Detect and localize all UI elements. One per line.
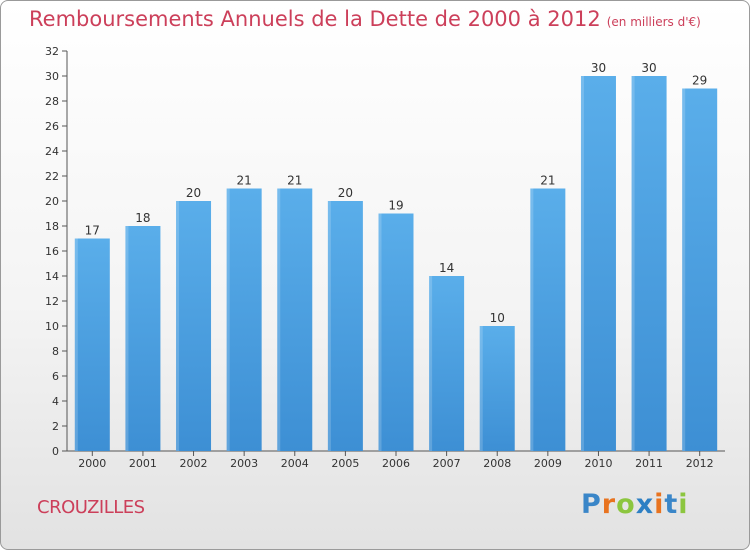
data-label: 20 <box>338 186 353 200</box>
y-tick-label: 12 <box>45 295 59 308</box>
bar-2001 <box>125 226 161 451</box>
data-label: 21 <box>287 174 302 188</box>
brand-letter: i <box>654 489 665 520</box>
y-tick-label: 26 <box>45 120 59 133</box>
labels: 0246810121416182022242628303220001720011… <box>45 45 714 470</box>
brand-letter: r <box>601 489 617 520</box>
commune-name: CROUZILLES <box>37 497 145 518</box>
bar-2012 <box>682 88 718 451</box>
chart-subtitle: (en milliers d'€) <box>606 15 701 29</box>
y-tick-label: 18 <box>45 220 59 233</box>
chart-title-text: Remboursements Annuels de la Dette de 20… <box>29 7 601 31</box>
data-label: 30 <box>641 61 656 75</box>
brand-letter: o <box>616 489 636 520</box>
bar-highlight <box>226 188 230 451</box>
x-tick-label: 2012 <box>686 457 714 470</box>
bar-highlight <box>530 188 534 451</box>
data-label: 18 <box>135 211 150 225</box>
y-tick-label: 20 <box>45 195 59 208</box>
y-tick-label: 14 <box>45 270 59 283</box>
x-tick-label: 2007 <box>433 457 461 470</box>
bar-2000 <box>74 238 110 451</box>
x-tick-label: 2010 <box>584 457 612 470</box>
y-tick-label: 6 <box>52 370 59 383</box>
data-label: 21 <box>237 174 252 188</box>
bar-highlight <box>580 76 584 451</box>
x-tick-label: 2011 <box>635 457 663 470</box>
x-tick-label: 2006 <box>382 457 410 470</box>
brand-letter: i <box>678 489 689 520</box>
brand-letter: x <box>635 489 655 520</box>
y-tick-label: 28 <box>45 95 59 108</box>
bar-2011 <box>631 76 667 451</box>
y-tick-label: 24 <box>45 145 59 158</box>
x-tick-label: 2001 <box>129 457 157 470</box>
y-tick-label: 22 <box>45 170 59 183</box>
bar-highlight <box>378 213 382 451</box>
bar-highlight <box>125 226 129 451</box>
brand-letter: t <box>664 489 679 520</box>
bar-2002 <box>176 201 212 451</box>
bar-2006 <box>378 213 414 451</box>
brand-letter: P <box>581 489 602 520</box>
data-label: 19 <box>388 199 403 213</box>
bar-2004 <box>277 188 313 451</box>
data-label: 10 <box>490 311 505 325</box>
bar-highlight <box>176 201 180 451</box>
data-label: 17 <box>85 224 100 238</box>
bars <box>74 76 718 451</box>
data-label: 21 <box>540 174 555 188</box>
bar-2010 <box>580 76 616 451</box>
chart-title: Remboursements Annuels de la Dette de 20… <box>29 7 701 31</box>
y-tick-label: 8 <box>52 345 59 358</box>
data-label: 29 <box>692 74 707 88</box>
data-label: 30 <box>591 61 606 75</box>
y-tick-label: 16 <box>45 245 59 258</box>
bar-highlight <box>479 326 483 451</box>
bar-2003 <box>226 188 262 451</box>
bar-highlight <box>277 188 281 451</box>
x-tick-label: 2009 <box>534 457 562 470</box>
bar-highlight <box>74 238 78 451</box>
y-tick-label: 30 <box>45 70 59 83</box>
bar-2005 <box>327 201 363 451</box>
y-tick-label: 0 <box>52 445 59 458</box>
y-tick-label: 10 <box>45 320 59 333</box>
bar-2009 <box>530 188 566 451</box>
bar-2008 <box>479 326 515 451</box>
x-tick-label: 2000 <box>78 457 106 470</box>
x-tick-label: 2003 <box>230 457 258 470</box>
bar-highlight <box>682 88 686 451</box>
y-tick-label: 4 <box>52 395 59 408</box>
brand-logo: Proxiti <box>581 489 689 520</box>
bar-highlight <box>429 276 433 451</box>
x-tick-label: 2004 <box>281 457 309 470</box>
bar-2007 <box>429 276 465 451</box>
bar-highlight <box>327 201 331 451</box>
bar-highlight <box>631 76 635 451</box>
y-tick-label: 2 <box>52 420 59 433</box>
data-label: 20 <box>186 186 201 200</box>
data-label: 14 <box>439 261 454 275</box>
x-tick-label: 2008 <box>483 457 511 470</box>
x-tick-label: 2002 <box>180 457 208 470</box>
y-tick-label: 32 <box>45 45 59 58</box>
x-tick-label: 2005 <box>331 457 359 470</box>
